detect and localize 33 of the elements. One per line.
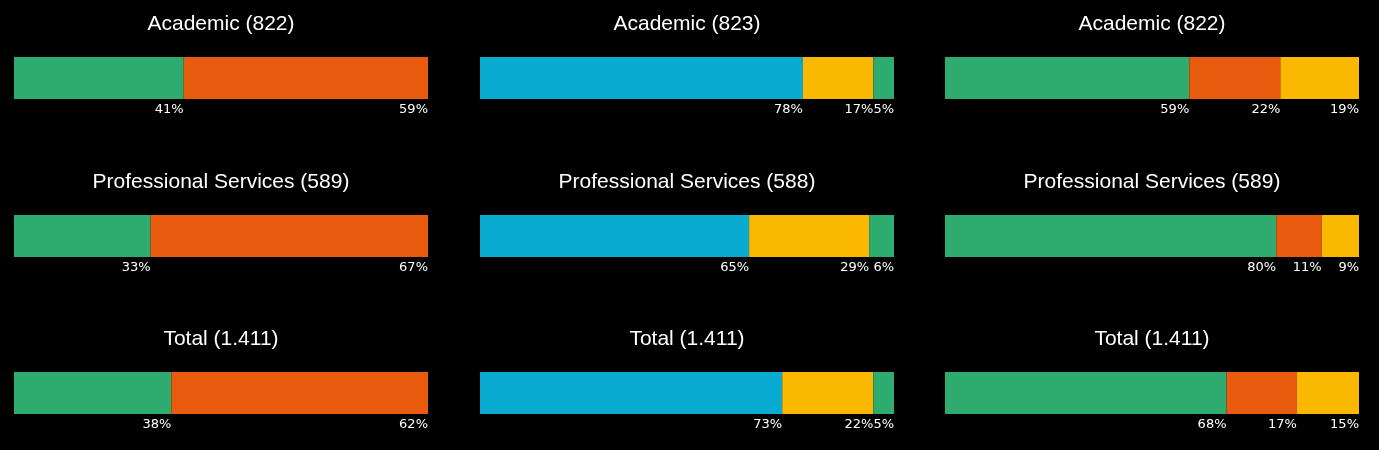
data-label: 65% bbox=[720, 259, 750, 274]
chart-title: Professional Services (588) bbox=[558, 169, 816, 192]
data-label: 67% bbox=[399, 259, 428, 274]
data-label: 5% bbox=[873, 416, 894, 431]
data-label: 80% bbox=[1247, 259, 1277, 274]
chart-title: Total (1.411) bbox=[163, 326, 279, 349]
data-label: 78% bbox=[774, 101, 803, 116]
data-label: 68% bbox=[1197, 416, 1227, 431]
data-label: 5% bbox=[873, 101, 894, 116]
data-label: 11% bbox=[1292, 259, 1322, 274]
chart-title: Academic (822) bbox=[1078, 11, 1226, 34]
chart-title: Academic (823) bbox=[613, 11, 761, 34]
data-label: 62% bbox=[399, 416, 428, 431]
data-label: 38% bbox=[142, 416, 172, 431]
data-label: 41% bbox=[154, 101, 184, 116]
data-label: 9% bbox=[1338, 259, 1359, 274]
data-label: 17% bbox=[844, 101, 874, 116]
data-label: 15% bbox=[1330, 416, 1359, 431]
chart-title: Professional Services (589) bbox=[92, 169, 350, 192]
data-label: 29% bbox=[840, 259, 870, 274]
data-label: 59% bbox=[1160, 101, 1190, 116]
data-label: 33% bbox=[121, 259, 151, 274]
chart-title: Academic (822) bbox=[147, 11, 295, 34]
data-label: 22% bbox=[844, 416, 874, 431]
data-label: 17% bbox=[1267, 416, 1297, 431]
data-label: 59% bbox=[399, 101, 428, 116]
data-label: 19% bbox=[1330, 101, 1359, 116]
chart-title: Total (1.411) bbox=[629, 326, 745, 349]
chart-title: Professional Services (589) bbox=[1023, 169, 1281, 192]
chart-title: Total (1.411) bbox=[1094, 326, 1210, 349]
data-label: 22% bbox=[1251, 101, 1281, 116]
data-label: 73% bbox=[753, 416, 783, 431]
data-label: 6% bbox=[873, 259, 894, 274]
